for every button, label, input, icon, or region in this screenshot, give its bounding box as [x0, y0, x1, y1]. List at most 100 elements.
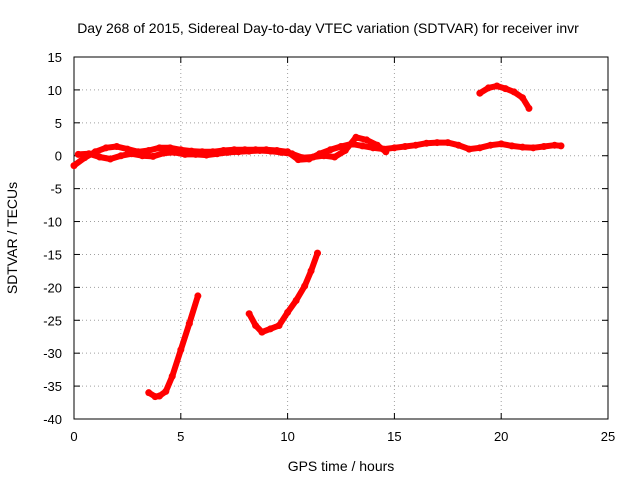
y-tick-label: 5 — [55, 116, 62, 131]
y-tick-label: 0 — [55, 149, 62, 164]
y-tick-label: -10 — [43, 215, 62, 230]
data-point — [256, 146, 264, 154]
data-point — [326, 146, 334, 154]
data-point — [258, 328, 266, 336]
data-point — [145, 146, 153, 154]
series-mid-rise — [246, 250, 321, 336]
data-point — [138, 152, 146, 160]
data-point — [307, 267, 315, 275]
data-point — [373, 141, 381, 149]
data-point — [519, 143, 527, 151]
y-tick-label: -35 — [43, 379, 62, 394]
data-point — [74, 150, 82, 158]
x-tick-label: 5 — [177, 429, 184, 444]
data-point — [476, 89, 484, 97]
data-point — [476, 144, 484, 152]
data-point — [275, 322, 283, 330]
series-early-dip — [145, 292, 201, 400]
data-point — [252, 322, 260, 330]
data-point — [557, 142, 565, 150]
y-tick-label: -40 — [43, 412, 62, 427]
data-point — [529, 144, 537, 152]
data-point — [234, 148, 242, 156]
plot-frame — [73, 56, 609, 420]
y-tick-label: -5 — [50, 182, 62, 197]
data-point — [123, 145, 131, 153]
x-tick-label: 20 — [494, 429, 508, 444]
data-point — [341, 146, 349, 154]
data-point — [177, 346, 185, 354]
data-point — [484, 84, 492, 92]
data-point — [245, 310, 253, 318]
data-point — [501, 85, 509, 93]
data-point — [96, 153, 104, 161]
data-point — [284, 308, 292, 316]
data-point — [382, 148, 390, 156]
data-point — [155, 144, 163, 152]
data-point — [102, 144, 110, 152]
data-point — [314, 249, 322, 257]
data-point — [352, 133, 360, 141]
chart-title: Day 268 of 2015, Sidereal Day-to-day VTE… — [77, 20, 579, 36]
x-axis-label: GPS time / hours — [288, 458, 395, 474]
data-point — [331, 153, 339, 161]
data-point — [117, 152, 125, 160]
data-point — [487, 141, 495, 149]
data-point — [465, 145, 473, 153]
data-point — [202, 151, 210, 159]
data-point — [551, 141, 559, 149]
data-point — [390, 144, 398, 152]
data-layer — [70, 82, 565, 401]
y-tick-label: -15 — [43, 247, 62, 262]
data-point — [519, 94, 527, 102]
data-point — [181, 150, 189, 158]
data-point — [170, 148, 178, 156]
data-point — [444, 139, 452, 147]
data-point — [525, 104, 533, 112]
data-point — [277, 148, 285, 156]
data-point — [106, 155, 114, 163]
data-point — [288, 150, 296, 158]
data-point — [301, 282, 309, 290]
data-point — [497, 140, 505, 148]
data-point — [149, 152, 157, 160]
data-point — [433, 139, 441, 147]
y-tick-label: 15 — [48, 50, 62, 65]
data-point — [320, 152, 328, 160]
data-point — [510, 88, 518, 96]
data-point — [168, 372, 176, 380]
axis-ticks: 0 5 10 15 20 25 15 10 5 0 -5 -10 -15 -20 -25 -30 -35 -40 — [43, 50, 615, 444]
data-point — [363, 136, 371, 144]
x-tick-label: 15 — [387, 429, 401, 444]
data-point — [113, 143, 121, 151]
data-point — [412, 141, 420, 149]
data-point — [155, 392, 163, 400]
data-point — [267, 147, 275, 155]
data-point — [194, 292, 202, 300]
data-point — [224, 148, 232, 156]
data-point — [145, 389, 153, 397]
data-point — [309, 153, 317, 161]
x-tick-label: 10 — [280, 429, 294, 444]
data-point — [401, 143, 409, 151]
y-tick-label: -30 — [43, 346, 62, 361]
data-point — [358, 142, 366, 150]
data-point — [160, 149, 168, 157]
y-axis-label: SDTVAR / TECUs — [4, 182, 20, 294]
data-point — [508, 142, 516, 150]
y-tick-label: -25 — [43, 313, 62, 328]
x-tick-label: 25 — [601, 429, 615, 444]
data-point — [540, 143, 548, 151]
data-point — [192, 150, 200, 158]
data-point — [292, 297, 300, 305]
data-point — [299, 154, 307, 162]
data-point — [493, 82, 501, 90]
data-point — [245, 147, 253, 155]
y-tick-label: 10 — [48, 83, 62, 98]
data-point — [422, 139, 430, 147]
data-point — [128, 150, 136, 158]
data-point — [213, 150, 221, 158]
data-point — [454, 141, 462, 149]
data-point — [85, 150, 93, 158]
